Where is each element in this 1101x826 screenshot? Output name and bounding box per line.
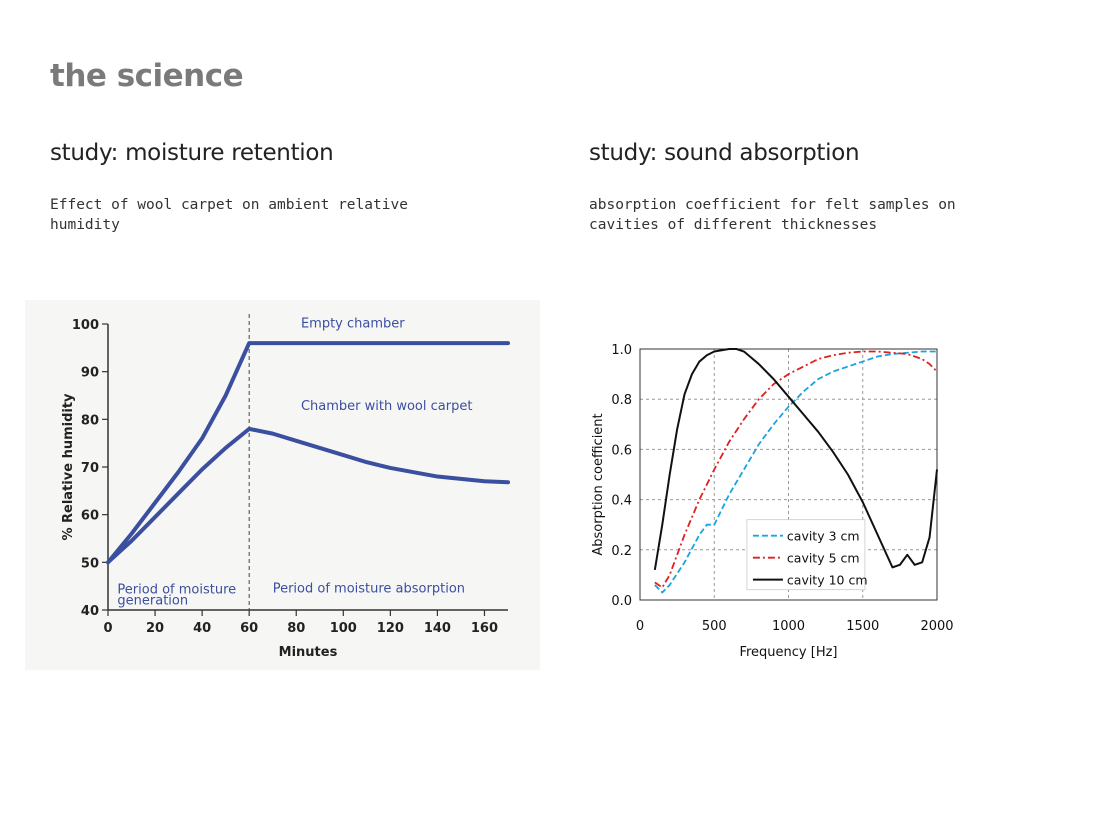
x-tick-label: 1000: [772, 619, 805, 634]
y-tick-label: 0.2: [611, 544, 632, 559]
x-axis-label: Frequency [Hz]: [739, 645, 837, 660]
wool-carpet-label: Chamber with wool carpet: [301, 399, 472, 414]
x-tick-label: 40: [193, 621, 211, 636]
x-tick-label: 80: [287, 621, 305, 636]
chart-background: [25, 300, 540, 670]
x-tick-label: 1500: [846, 619, 879, 634]
y-tick-label: 0.4: [611, 494, 632, 509]
absorption-period-label: Period of moisture absorption: [273, 581, 465, 596]
x-tick-label: 500: [702, 619, 727, 634]
y-tick-label: 80: [81, 413, 99, 428]
wool-carpet-line: [106, 426, 510, 565]
x-tick-label: 0: [636, 619, 644, 634]
y-tick-label: 50: [81, 556, 99, 571]
x-tick-label: 0: [103, 621, 112, 636]
absorption-chart: 0.0 0.2 0.4 0.6 0.8 1.0 0 500 1000 1500 2000 cavit…: [591, 343, 954, 660]
moisture-study-description: Effect of wool carpet on ambient relativ…: [50, 197, 417, 233]
y-tick-label: 1.0: [611, 343, 632, 358]
generation-period-label-line2: generation: [117, 593, 188, 608]
x-tick-label: 2000: [920, 619, 953, 634]
y-tick-label: 90: [81, 366, 99, 381]
page-title: the science: [50, 58, 244, 94]
series-line-1: [654, 350, 938, 589]
empty-chamber-label: Empty chamber: [301, 316, 405, 331]
moisture-study-heading: study: moisture retention: [50, 140, 334, 166]
x-tick-label: 160: [471, 621, 498, 636]
x-tick-label: 100: [330, 621, 357, 636]
sound-study-description: absorption coefficient for felt samples …: [589, 197, 965, 233]
y-tick-label: 0.0: [611, 594, 632, 609]
generation-period-label: Period of moisture: [117, 582, 236, 597]
y-axis-label: Absorption coefficient: [591, 413, 606, 555]
y-tick-label: 40: [81, 604, 99, 619]
legend-label: cavity 5 cm: [787, 551, 860, 566]
empty-chamber-line: [106, 341, 510, 565]
x-tick-label: 140: [424, 621, 451, 636]
y-tick-label: 70: [81, 461, 99, 476]
humidity-chart: 40 50 60 70 80 90 100 0 20 40 60 80 100 120 140 160 Min…: [25, 300, 540, 670]
x-tick-label: 120: [377, 621, 404, 636]
y-tick-label: 60: [81, 509, 99, 524]
y-tick-label: 100: [72, 318, 99, 333]
sound-study-heading: study: sound absorption: [589, 140, 860, 166]
y-tick-label: 0.6: [611, 443, 632, 458]
legend-label: cavity 10 cm: [787, 573, 868, 588]
y-tick-label: 0.8: [611, 393, 632, 408]
x-tick-label: 20: [146, 621, 164, 636]
series-line-2: [653, 348, 938, 571]
x-tick-label: 60: [240, 621, 258, 636]
y-axis-label: % Relative humidity: [61, 393, 76, 541]
series-line-0: [654, 350, 937, 594]
legend-label: cavity 3 cm: [787, 529, 860, 544]
x-axis-label: Minutes: [279, 645, 338, 660]
legend-box: [746, 519, 866, 591]
